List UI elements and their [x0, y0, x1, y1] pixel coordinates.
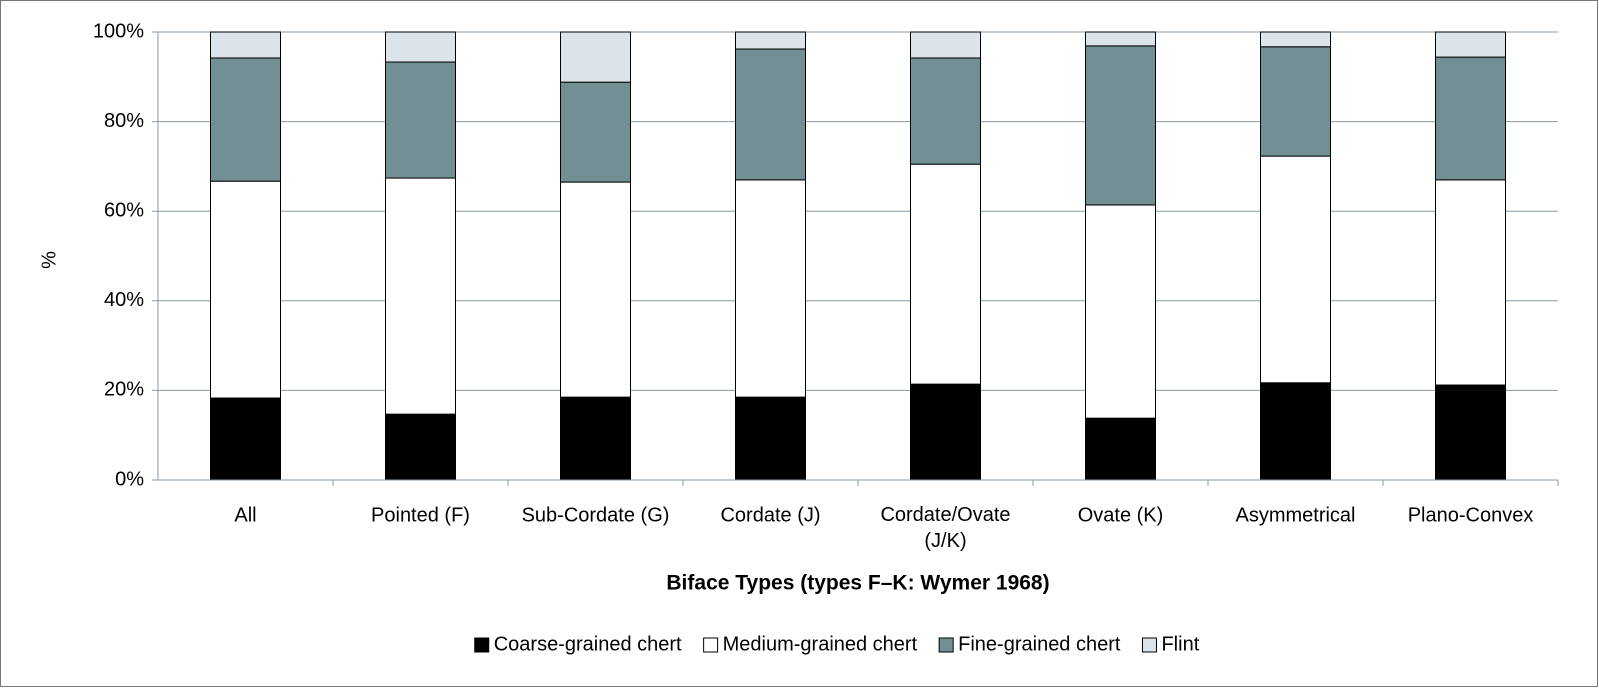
- x-tick-label: Plano-Convex: [1408, 504, 1534, 526]
- bar-segment: [385, 177, 456, 415]
- bar-segment: [1260, 31, 1331, 48]
- bar-segment: [735, 31, 806, 50]
- bar-segment: [735, 396, 806, 481]
- x-tick-label: Pointed (F): [371, 504, 470, 526]
- bar-segment: [735, 179, 806, 398]
- x-tick-label: All: [234, 504, 256, 526]
- x-tick-label: Ovate (K): [1078, 504, 1164, 526]
- bar-segment: [560, 31, 631, 83]
- bar-segment: [910, 163, 981, 385]
- y-tick-label: 0%: [115, 468, 144, 490]
- bar-segment: [385, 61, 456, 179]
- y-tick-label: 80%: [104, 110, 144, 132]
- y-tick-label: 60%: [104, 199, 144, 221]
- bar-segment: [735, 48, 806, 181]
- y-tick-label: 20%: [104, 379, 144, 401]
- legend-label: Fine-grained chert: [958, 633, 1121, 655]
- bar-segment: [910, 383, 981, 481]
- bar-segment: [1085, 204, 1156, 419]
- legend-swatch: [1141, 637, 1157, 653]
- bar-segment: [1435, 56, 1506, 181]
- bar-segment: [1435, 384, 1506, 481]
- x-tick-label: Cordate (J): [720, 504, 820, 526]
- bar-segment: [210, 57, 281, 182]
- bar-segment: [560, 81, 631, 183]
- bar-segment: [210, 397, 281, 481]
- bar-segment: [1085, 417, 1156, 481]
- x-tick-label: Cordate/Ovate (J/K): [880, 504, 1010, 552]
- bar-segment: [210, 31, 281, 59]
- bar-segment: [1435, 31, 1506, 58]
- x-axis-label: Biface Types (types F–K: Wymer 1968): [666, 572, 1049, 595]
- x-tick-label: Asymmetrical: [1235, 504, 1355, 526]
- y-tick-label: 40%: [104, 289, 144, 311]
- bar-segment: [1435, 179, 1506, 386]
- legend: Coarse-grained chert Medium-grained chert…: [474, 633, 1200, 655]
- bar-segment: [1260, 155, 1331, 384]
- bar-segment: [1260, 46, 1331, 157]
- bar-segment: [910, 31, 981, 59]
- bar-segment: [1085, 45, 1156, 206]
- bar-segment: [560, 181, 631, 398]
- legend-swatch: [938, 637, 954, 653]
- bar-segment: [385, 31, 456, 63]
- bar-segment: [560, 396, 631, 481]
- legend-label: Medium-grained chert: [723, 633, 918, 655]
- legend-swatch: [703, 637, 719, 653]
- legend-label: Flint: [1161, 633, 1199, 655]
- y-tick-label: 100%: [93, 20, 144, 42]
- bar-segment: [210, 180, 281, 399]
- bar-segment: [385, 413, 456, 481]
- bar-segment: [1260, 382, 1331, 481]
- bar-segment: [910, 57, 981, 165]
- bar-segment: [1085, 31, 1156, 47]
- y-axis-label: %: [38, 251, 60, 269]
- x-tick-label: Sub-Cordate (G): [522, 504, 670, 526]
- legend-label: Coarse-grained chert: [494, 633, 682, 655]
- legend-swatch: [474, 637, 490, 653]
